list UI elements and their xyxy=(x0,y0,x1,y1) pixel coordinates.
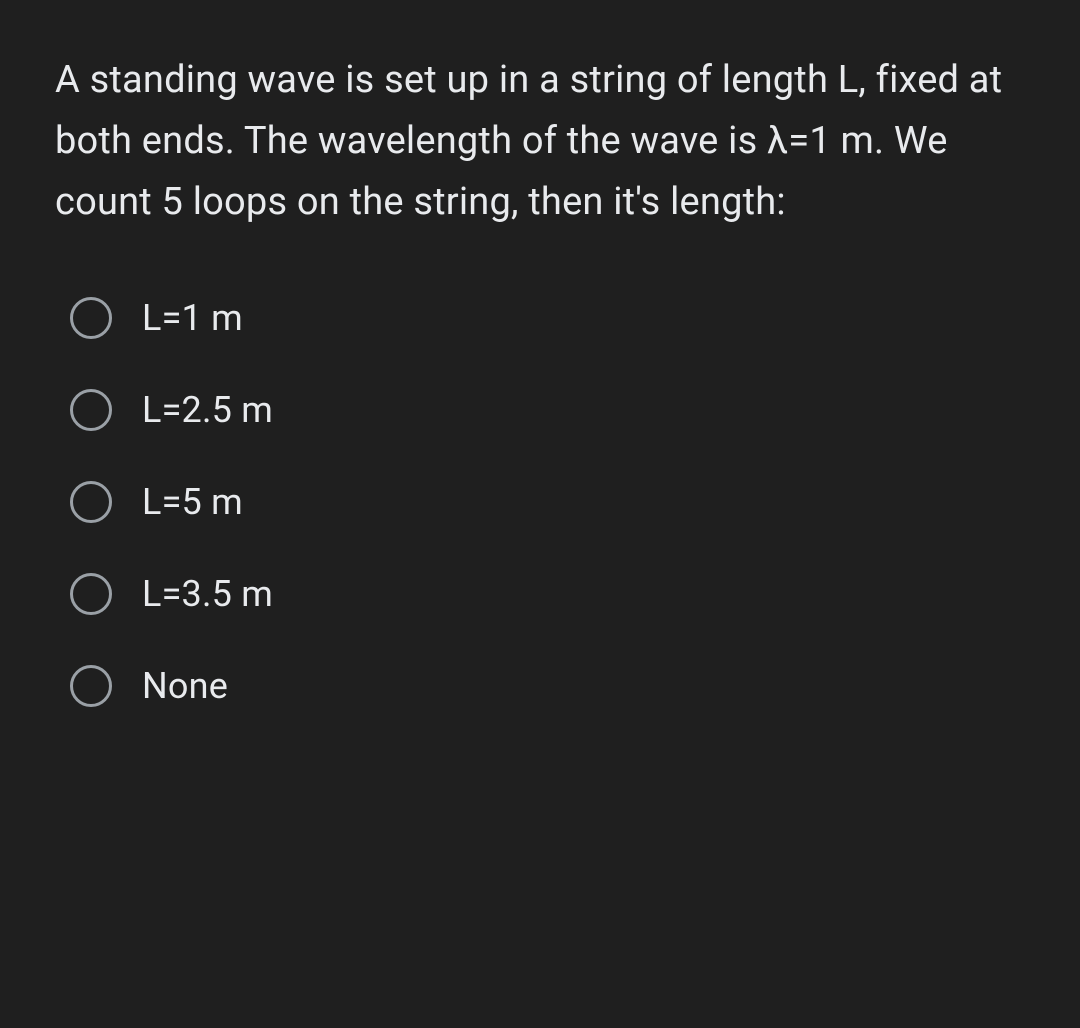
radio-icon[interactable] xyxy=(70,297,112,339)
option-label: L=5 m xyxy=(142,481,243,523)
option-row[interactable]: L=1 m xyxy=(70,297,1025,339)
option-row[interactable]: L=3.5 m xyxy=(70,573,1025,615)
option-row[interactable]: L=2.5 m xyxy=(70,389,1025,431)
option-label: L=2.5 m xyxy=(142,389,273,431)
option-label: L=3.5 m xyxy=(142,573,273,615)
option-label: L=1 m xyxy=(142,297,243,339)
radio-icon[interactable] xyxy=(70,389,112,431)
option-row[interactable]: None xyxy=(70,665,1025,707)
option-label: None xyxy=(142,665,228,707)
question-text: A standing wave is set up in a string of… xyxy=(55,50,1025,232)
radio-icon[interactable] xyxy=(70,665,112,707)
radio-icon[interactable] xyxy=(70,573,112,615)
options-container: L=1 m L=2.5 m L=5 m L=3.5 m None xyxy=(55,297,1025,707)
option-row[interactable]: L=5 m xyxy=(70,481,1025,523)
radio-icon[interactable] xyxy=(70,481,112,523)
